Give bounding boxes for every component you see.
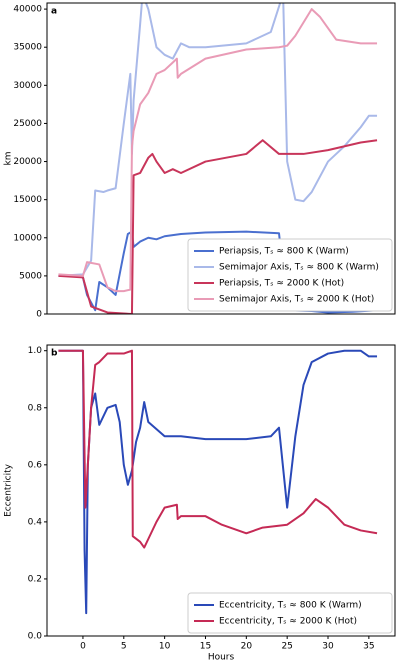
y-tick-label: 15000 <box>13 195 42 205</box>
legend-box <box>187 592 393 634</box>
y-tick-label: 10000 <box>13 233 42 243</box>
series-line <box>58 3 378 277</box>
legend-label: Periapsis, Tₛ ≈ 2000 K (Hot) <box>219 279 344 289</box>
legend-label: Eccentricity, Tₛ ≈ 2000 K (Hot) <box>219 617 357 627</box>
x-tick-label: 35 <box>363 642 374 652</box>
x-tick-label: 15 <box>200 642 211 652</box>
axes-frame <box>46 2 396 315</box>
x-tick-label: 5 <box>121 642 127 652</box>
y-axis-label: Eccentricity <box>4 463 14 517</box>
panel-label: b <box>51 349 58 359</box>
y-tick-label: 0.6 <box>28 460 43 470</box>
legend-box <box>187 238 393 312</box>
y-tick-label: 1.0 <box>28 346 43 356</box>
y-tick-label: 35000 <box>13 43 42 53</box>
y-tick-label: 0 <box>36 310 42 320</box>
legend-label: Periapsis, Tₛ ≈ 800 K (Warm) <box>219 247 349 257</box>
x-axis-label: Hours <box>208 653 235 663</box>
y-tick-label: 0.4 <box>28 517 43 527</box>
x-tick-label: 10 <box>159 642 171 652</box>
series-line <box>58 8 378 293</box>
y-tick-label: 0.2 <box>28 574 42 584</box>
x-tick-label: 0 <box>80 642 86 652</box>
x-tick-label: 25 <box>281 642 292 652</box>
legend-label: Eccentricity, Tₛ ≈ 800 K (Warm) <box>219 601 362 611</box>
plot-area <box>58 349 378 615</box>
y-tick-label: 40000 <box>13 5 42 15</box>
y-tick-label: 20000 <box>13 157 42 167</box>
x-tick-label: 30 <box>322 642 334 652</box>
series-line <box>58 349 378 549</box>
y-tick-label: 5000 <box>19 271 42 281</box>
y-tick-label: 30000 <box>13 81 42 91</box>
y-tick-label: 0.8 <box>28 403 43 413</box>
y-tick-label: 0.0 <box>28 632 43 642</box>
panel-label: a <box>51 7 57 17</box>
y-tick-label: 25000 <box>13 119 42 129</box>
axes-frame <box>46 344 396 637</box>
legend-label: Semimajor Axis, Tₛ ≈ 2000 K (Hot) <box>219 295 374 305</box>
x-tick-label: 20 <box>241 642 253 652</box>
series-line <box>58 139 378 314</box>
series-line <box>58 349 378 615</box>
y-axis-label: km <box>4 152 14 166</box>
legend-label: Semimajor Axis, Tₛ ≈ 800 K (Warm) <box>219 263 379 273</box>
